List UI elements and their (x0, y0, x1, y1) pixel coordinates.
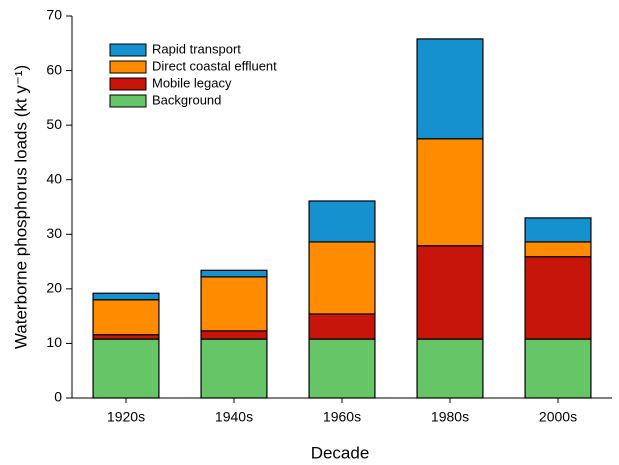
y-axis-label: Waterborne phosphorus loads (kt y⁻¹) (11, 65, 30, 349)
legend-label: Rapid transport (152, 41, 241, 56)
legend-swatch (109, 77, 147, 91)
bar-segment (416, 38, 484, 140)
bar-segment (416, 245, 484, 340)
bar-segment (92, 334, 160, 340)
y-tick-label: 40 (46, 170, 62, 186)
bar-segment (416, 138, 484, 247)
bar-segment (200, 338, 268, 399)
y-tick-label: 60 (46, 61, 62, 77)
bar-segment (92, 338, 160, 399)
bar-segment (200, 269, 268, 278)
x-tick-label: 1920s (107, 409, 145, 425)
x-tick-label: 2000s (539, 409, 577, 425)
bar-segment (200, 276, 268, 332)
bar-segment (308, 241, 376, 315)
bar-segment (92, 299, 160, 336)
y-tick-label: 30 (46, 225, 62, 241)
bar-segment (416, 338, 484, 399)
legend-label: Background (152, 92, 221, 107)
legend-swatch (109, 60, 147, 74)
x-tick-label: 1960s (323, 409, 361, 425)
bar-segment (524, 217, 592, 243)
y-tick-label: 70 (46, 7, 62, 23)
bar-segment (308, 338, 376, 399)
legend-label: Mobile legacy (152, 75, 232, 90)
bar-segment (92, 292, 160, 301)
bar-segment (308, 200, 376, 243)
bar-segment (308, 313, 376, 340)
y-tick-label: 20 (46, 280, 62, 296)
y-tick-label: 0 (54, 389, 62, 405)
bar-segment (524, 241, 592, 258)
y-tick-label: 10 (46, 334, 62, 350)
legend-label: Direct coastal effluent (152, 58, 277, 73)
legend-swatch (109, 43, 147, 57)
x-axis-label: Decade (311, 443, 370, 462)
bar-segment (200, 330, 268, 340)
x-tick-label: 1940s (215, 409, 253, 425)
bar-segment (524, 256, 592, 340)
legend-swatch (109, 94, 147, 108)
bar-segment (524, 338, 592, 399)
x-tick-label: 1980s (431, 409, 469, 425)
y-tick-label: 50 (46, 116, 62, 132)
